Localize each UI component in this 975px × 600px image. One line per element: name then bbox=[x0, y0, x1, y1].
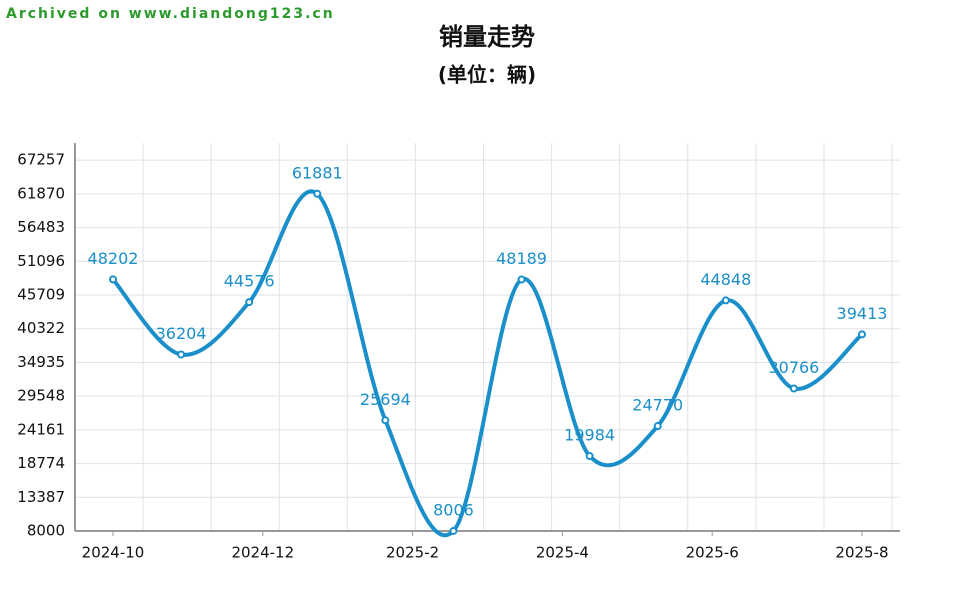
x-tick-label: 2025-6 bbox=[686, 544, 739, 562]
x-tick-label: 2025-2 bbox=[386, 544, 439, 562]
y-tick-label: 67257 bbox=[17, 151, 65, 169]
point bbox=[177, 350, 186, 359]
y-tick-label: 34935 bbox=[17, 353, 65, 371]
data-label: 19984 bbox=[564, 426, 615, 445]
y-tick-label: 61870 bbox=[17, 184, 65, 202]
data-label: 24770 bbox=[632, 396, 683, 415]
data-label: 44848 bbox=[700, 270, 751, 289]
y-tick-label: 13387 bbox=[17, 488, 65, 506]
data-label: 61881 bbox=[292, 163, 343, 182]
y-tick-label: 56483 bbox=[17, 218, 65, 236]
y-tick-label: 29548 bbox=[17, 387, 65, 405]
chart-subtitle: (单位：辆) bbox=[438, 63, 536, 87]
data-label: 36204 bbox=[156, 324, 207, 343]
data-label: 39413 bbox=[837, 304, 888, 323]
x-tick-label: 2024-10 bbox=[82, 544, 145, 562]
point bbox=[721, 296, 730, 305]
data-label: 44576 bbox=[224, 272, 275, 291]
y-tick-label: 45709 bbox=[17, 286, 65, 304]
point bbox=[789, 384, 798, 393]
y-tick-label: 51096 bbox=[17, 252, 65, 270]
data-label: 48189 bbox=[496, 249, 547, 268]
y-tick-label: 18774 bbox=[17, 454, 65, 472]
point bbox=[109, 275, 117, 284]
point bbox=[653, 422, 662, 431]
data-label: 8006 bbox=[433, 500, 474, 519]
data-label: 25694 bbox=[360, 390, 411, 409]
watermark: Archived on www.diandong123.cn bbox=[6, 6, 335, 22]
x-tick-label: 2024-12 bbox=[231, 544, 294, 562]
x-tick-label: 2025-4 bbox=[536, 544, 589, 562]
point bbox=[858, 330, 866, 339]
x-tick-label: 2025-8 bbox=[835, 544, 888, 562]
point bbox=[517, 275, 526, 284]
y-tick-label: 8000 bbox=[27, 522, 65, 540]
point bbox=[313, 189, 322, 198]
point bbox=[245, 298, 254, 307]
y-tick-label: 40322 bbox=[17, 319, 65, 337]
point bbox=[381, 416, 390, 425]
point bbox=[585, 452, 594, 461]
data-label: 30766 bbox=[768, 358, 819, 377]
data-label: 48202 bbox=[88, 249, 139, 268]
point bbox=[449, 526, 458, 535]
chart-title: 销量走势 bbox=[439, 23, 535, 51]
y-tick-label: 24161 bbox=[17, 420, 65, 438]
